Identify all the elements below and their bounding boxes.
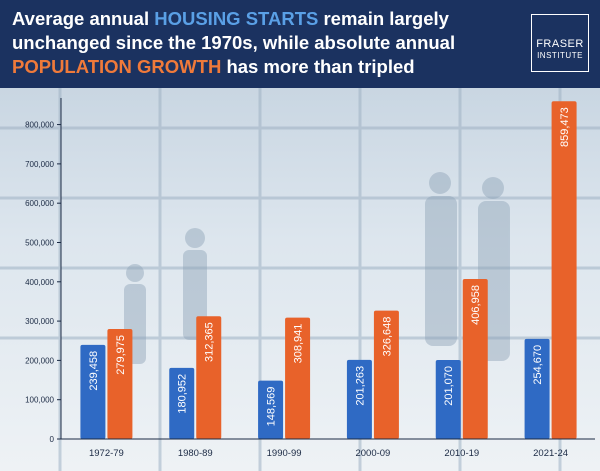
logo-line-1: FRASER bbox=[536, 38, 584, 50]
y-axis: 0 100,000 200,000 300,000 400,000 500,000 600,… bbox=[25, 98, 62, 444]
title-line-3: POPULATION GROWTH has more than tripled bbox=[12, 56, 415, 77]
bar-value-label: 239,458 bbox=[88, 351, 100, 391]
population-growth-highlight: POPULATION GROWTH bbox=[12, 56, 222, 77]
bar-value-label: 180,952 bbox=[177, 374, 189, 414]
x-tick-label: 1990-99 bbox=[267, 448, 302, 459]
bar-value-label: 859,473 bbox=[559, 107, 571, 147]
housing-starts-bar bbox=[346, 359, 372, 439]
bars: 239,458 279,975 180,952 312,365 148,569 308,9… bbox=[80, 101, 577, 439]
bar-value-label: 201,070 bbox=[443, 366, 455, 406]
housing-starts-highlight: HOUSING STARTS bbox=[154, 8, 319, 29]
bar-value-label: 312,365 bbox=[204, 322, 216, 362]
population-growth-bar bbox=[551, 101, 577, 439]
bar-chart: 0 100,000 200,000 300,000 400,000 500,000 600,… bbox=[25, 98, 595, 459]
y-tick-label: 100,000 bbox=[25, 396, 54, 405]
bar-value-label: 201,263 bbox=[354, 366, 366, 406]
housing-starts-bar bbox=[80, 344, 106, 439]
y-tick-label: 800,000 bbox=[25, 121, 54, 130]
y-tick-label: 0 bbox=[50, 435, 55, 444]
housing-starts-bar bbox=[258, 380, 284, 439]
x-tick-label: 1972-79 bbox=[89, 448, 124, 459]
population-growth-bar bbox=[196, 316, 222, 439]
housing-starts-bar bbox=[435, 359, 461, 439]
population-growth-bar bbox=[285, 317, 311, 439]
bar-value-label: 308,941 bbox=[293, 324, 305, 364]
population-growth-bar bbox=[373, 310, 399, 439]
y-tick-label: 600,000 bbox=[25, 199, 54, 208]
y-tick-label: 500,000 bbox=[25, 238, 54, 247]
population-growth-bar bbox=[462, 279, 488, 439]
x-tick-label: 1980-89 bbox=[178, 448, 213, 459]
bar-value-label: 279,975 bbox=[115, 335, 127, 375]
bar-value-label: 254,670 bbox=[532, 345, 544, 385]
population-growth-bar bbox=[107, 328, 133, 439]
x-axis: 1972-79 1980-89 1990-99 2000-09 2010-19 2021-… bbox=[61, 438, 595, 459]
bar-value-label: 148,569 bbox=[266, 387, 278, 427]
y-tick-label: 300,000 bbox=[25, 317, 54, 326]
header-banner: Average annual HOUSING STARTS remain lar… bbox=[0, 0, 600, 88]
bar-value-label: 326,648 bbox=[381, 317, 393, 357]
title-line-1: Average annual HOUSING STARTS remain lar… bbox=[12, 8, 449, 29]
chart-area: 0 100,000 200,000 300,000 400,000 500,000 600,… bbox=[0, 88, 600, 471]
y-tick-label: 700,000 bbox=[25, 160, 54, 169]
y-tick-label: 200,000 bbox=[25, 356, 54, 365]
x-tick-label: 2010-19 bbox=[444, 448, 479, 459]
x-tick-label: 2021-24 bbox=[533, 448, 568, 459]
bar-value-label: 406,958 bbox=[470, 285, 482, 325]
x-tick-label: 2000-09 bbox=[355, 448, 390, 459]
housing-starts-bar bbox=[169, 367, 195, 439]
housing-starts-bar bbox=[524, 338, 550, 439]
title-line-2: unchanged since the 1970s, while absolut… bbox=[12, 32, 456, 53]
fraser-institute-logo: FRASER INSTITUTE bbox=[531, 14, 589, 72]
logo-line-2: INSTITUTE bbox=[537, 51, 583, 60]
y-tick-label: 400,000 bbox=[25, 278, 54, 287]
